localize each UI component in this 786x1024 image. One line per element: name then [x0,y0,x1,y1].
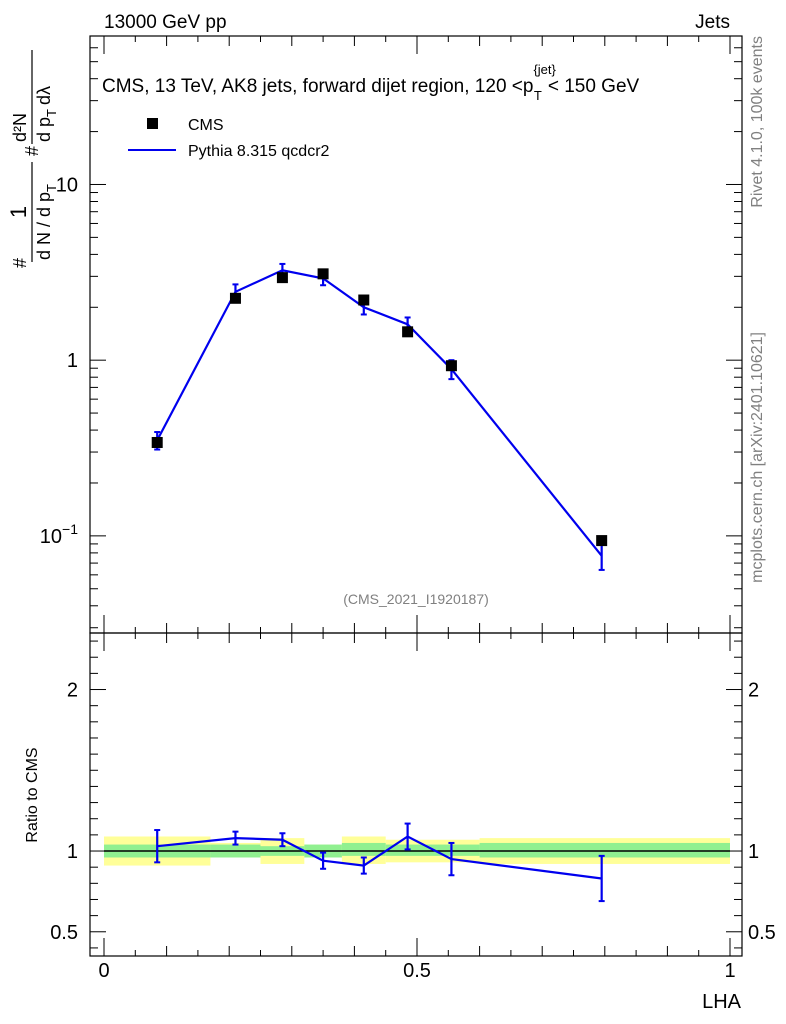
cms-data-point [151,436,163,448]
ratio-band-inner [341,842,386,856]
cms-data-point [596,535,608,547]
cms-data-point [229,292,241,304]
rivet-label: Rivet 4.1.0, 100k events [749,36,766,208]
ratio-plot-frame [89,632,743,957]
ratio-ytick-label-right-2: 2 [748,680,759,702]
xtick-label-0: 0 [98,960,109,982]
mcplots-label: mcplots.cern.ch [arXiv:2401.10621] [749,332,766,583]
main-series [151,262,608,571]
svg-text:d pTdλ: d pTdλ [34,86,59,142]
legend-label-cms: CMS [188,117,224,134]
cms-data-point [445,360,457,372]
ratio-line [157,835,602,880]
svg-text:1: 1 [6,206,31,218]
ratio-ytick-label-0.5: 0.5 [50,922,78,944]
ratio-series [154,822,605,903]
ratio-band-inner [479,842,730,858]
svg-text:#: # [22,146,42,156]
cms-data-point [358,294,370,306]
header-left: 13000 GeV pp [104,12,227,33]
xtick-label-0.5: 0.5 [403,960,431,982]
plot-title: CMS, 13 TeV, AK8 jets, forward dijet reg… [102,62,640,103]
ratio-y-axis-label: Ratio to CMS [24,747,41,842]
cms-data-point [317,268,329,280]
ratio-axis-ticks [90,633,742,956]
ytick-label-1: 1 [67,350,78,372]
header-right: Jets [695,12,730,33]
x-axis-label: LHA [702,991,742,1013]
ytick-label-0.1: 10−1 [40,521,78,548]
svg-text:d²N: d²N [10,113,30,142]
ratio-ytick-label-2: 2 [67,680,78,702]
cms-data-point [276,272,288,284]
analysis-watermark: (CMS_2021_I1920187) [343,591,489,607]
xtick-label-1: 1 [724,960,735,982]
ratio-ytick-label-1: 1 [67,841,78,863]
pythia-line [156,269,603,557]
main-axis-ticks [90,35,742,633]
legend-marker-cms [147,118,158,129]
svg-text:#: # [10,258,30,268]
ytick-label-10: 10 [56,174,78,196]
ratio-ytick-label-right-1: 1 [748,841,759,863]
svg-text:d N / d pT: d N / d pT [34,184,59,260]
cms-data-point [402,326,414,338]
main-y-axis-label: # 1 d N / d pT # d²N d pTdλ [6,50,59,268]
ratio-ytick-label-right-0.5: 0.5 [748,922,776,944]
legend-label-pythia: Pythia 8.315 qcdcr2 [188,143,330,160]
